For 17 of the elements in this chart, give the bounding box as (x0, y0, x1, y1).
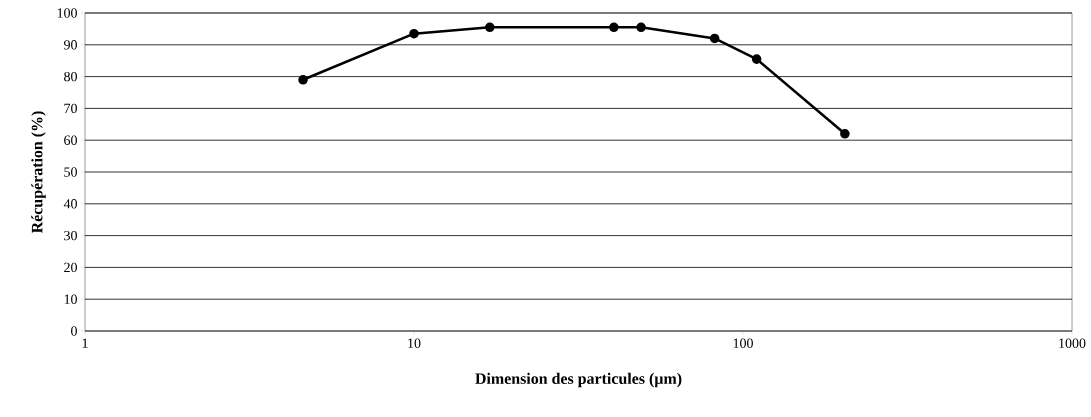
y-tick-label: 50 (64, 167, 77, 177)
y-tick-label: 0 (71, 326, 77, 336)
x-tick-label: 1 (82, 338, 88, 348)
y-axis-title: Récupération (%) (31, 111, 46, 234)
y-tick-label: 20 (64, 262, 77, 273)
y-tick-label: 60 (64, 135, 77, 145)
y-tick-label: 40 (63, 199, 77, 209)
y-tick-label: 90 (64, 40, 77, 50)
x-axis-title: Dimension des particules (µm) (475, 372, 682, 388)
x-tick-label: 100 (733, 338, 753, 348)
y-tick-label: 70 (64, 103, 77, 114)
x-tick-label: 10 (408, 338, 421, 348)
y-tick-label: 30 (64, 230, 77, 241)
y-tick-label: 10 (64, 294, 77, 304)
y-tick-label: 100 (57, 8, 77, 18)
x-tick-label: 1000 (1059, 338, 1086, 348)
y-tick-label: 80 (64, 71, 77, 82)
